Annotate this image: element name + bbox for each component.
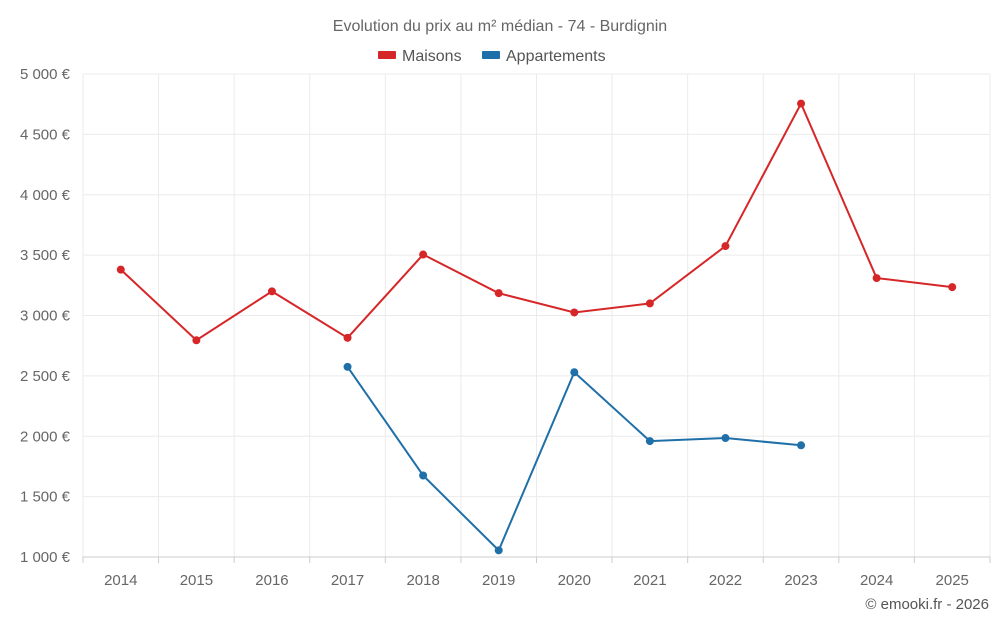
x-tick-label: 2025 xyxy=(936,572,969,589)
data-point-maisons[interactable] xyxy=(267,287,276,296)
y-tick-label: 3 500 € xyxy=(20,247,71,264)
data-point-appartements[interactable] xyxy=(570,368,579,377)
y-tick-label: 5 000 € xyxy=(20,66,71,83)
y-tick-label: 2 500 € xyxy=(20,368,71,385)
legend-swatch-maisons xyxy=(378,51,396,59)
chart-title: Evolution du prix au m² médian - 74 - Bu… xyxy=(333,18,667,35)
x-axis: 2014 2015 2016 2017 2018 2019 2020 2021 2022 2023… xyxy=(82,556,991,589)
y-tick-label: 2 000 € xyxy=(20,428,71,445)
x-tick-label: 2021 xyxy=(633,572,666,589)
x-tick-label: 2015 xyxy=(180,572,213,589)
grid xyxy=(82,73,991,558)
series-line-maisons xyxy=(120,101,953,342)
x-tick-label: 2022 xyxy=(709,572,742,589)
x-tick-label: 2024 xyxy=(860,572,893,589)
series-group xyxy=(116,99,957,555)
x-tick-label: 2018 xyxy=(406,572,439,589)
y-axis: 1 000 € 1 500 € 2 000 € 2 500 € 3 000 € 3 500… xyxy=(20,66,71,566)
data-point-maisons[interactable] xyxy=(721,242,730,251)
data-point-appartements[interactable] xyxy=(797,441,806,450)
y-tick-label: 3 000 € xyxy=(20,308,71,325)
y-tick-label: 4 500 € xyxy=(20,126,71,143)
x-tick-label: 2020 xyxy=(558,572,591,589)
x-tick-label: 2014 xyxy=(104,572,137,589)
legend-label-appartements[interactable]: Appartements xyxy=(506,48,606,65)
data-point-maisons[interactable] xyxy=(570,308,579,317)
data-point-appartements[interactable] xyxy=(419,471,428,480)
data-point-appartements[interactable] xyxy=(645,437,654,446)
legend[interactable]: Maisons Appartements xyxy=(378,48,606,65)
data-point-maisons[interactable] xyxy=(645,299,654,308)
credit-text: © emooki.fr - 2026 xyxy=(865,596,989,613)
x-tick-label: 2019 xyxy=(482,572,515,589)
x-tick-label: 2023 xyxy=(784,572,817,589)
data-point-appartements[interactable] xyxy=(494,546,503,555)
x-tick-label: 2016 xyxy=(255,572,288,589)
data-point-maisons[interactable] xyxy=(343,333,352,342)
data-point-appartements[interactable] xyxy=(343,362,352,371)
data-point-maisons[interactable] xyxy=(419,250,428,259)
data-point-maisons[interactable] xyxy=(116,265,125,274)
data-point-appartements[interactable] xyxy=(721,434,730,443)
legend-label-maisons[interactable]: Maisons xyxy=(402,48,462,65)
data-point-maisons[interactable] xyxy=(797,99,806,108)
x-tick-label: 2017 xyxy=(331,572,364,589)
y-tick-label: 1 500 € xyxy=(20,489,71,506)
legend-swatch-appartements xyxy=(482,51,500,59)
data-point-maisons[interactable] xyxy=(192,336,201,345)
data-point-maisons[interactable] xyxy=(948,283,957,292)
y-tick-label: 4 000 € xyxy=(20,187,71,204)
y-tick-label: 1 000 € xyxy=(20,549,71,566)
data-point-maisons[interactable] xyxy=(494,289,503,298)
series-line-appartements xyxy=(346,366,802,553)
data-point-maisons[interactable] xyxy=(872,274,881,283)
